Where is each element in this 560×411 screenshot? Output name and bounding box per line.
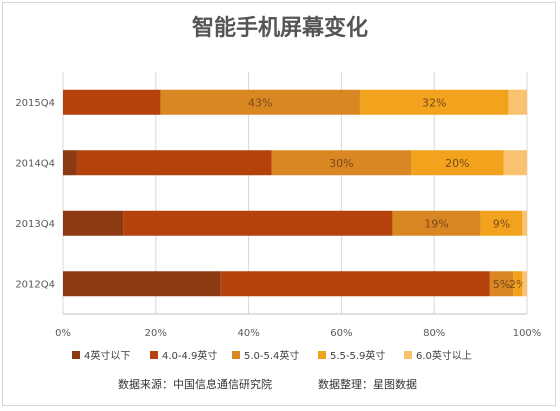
y-tick-label: 2015Q4 (15, 98, 55, 109)
bar-segment (489, 271, 514, 297)
x-tick-label: 20% (145, 328, 167, 339)
x-tick-label: 0% (55, 328, 71, 339)
bar-segment (392, 210, 481, 236)
data-label: 32% (422, 96, 446, 109)
x-tick-label: 40% (237, 328, 259, 339)
y-tick-label: 2012Q4 (15, 279, 55, 290)
data-source-note: 数据来源：中国信息通信研究院 (118, 378, 272, 391)
legend-swatch (404, 351, 412, 359)
bar-segment (63, 89, 161, 115)
data-label: 2% (509, 278, 526, 291)
bar-segment (220, 271, 490, 297)
bar-segment (63, 271, 221, 297)
bar-segment (160, 89, 360, 115)
data-label: 5% (493, 278, 510, 291)
bar-segment (359, 89, 509, 115)
y-tick-label: 2014Q4 (15, 158, 55, 169)
data-credit-note: 数据整理：星图数据 (318, 378, 417, 391)
bar-segment (513, 271, 523, 297)
x-tick-label: 100% (513, 328, 542, 339)
chart-title: 智能手机屏幕变化 (191, 16, 368, 41)
legend-label: 5.0-5.4英寸 (244, 349, 299, 362)
data-label: 43% (248, 96, 272, 109)
bar-segment (503, 150, 527, 176)
bar-segment (480, 210, 523, 236)
bar-segment (411, 150, 504, 176)
bar-segment (76, 150, 272, 176)
bar-segment (123, 210, 393, 236)
chart-frame (2, 2, 556, 406)
bar-segment (63, 210, 124, 236)
x-tick-label: 60% (330, 328, 352, 339)
data-label: 30% (329, 157, 353, 170)
legend-swatch (232, 351, 240, 359)
legend-swatch (318, 351, 326, 359)
bar-segment (522, 210, 527, 236)
bar-segment (522, 271, 527, 297)
y-tick-label: 2013Q4 (15, 219, 55, 230)
legend-label: 4英寸以下 (84, 349, 130, 362)
legend-label: 5.5-5.9英寸 (330, 349, 385, 362)
bar-segment (508, 89, 527, 115)
legend-label: 6.0英寸以上 (416, 349, 472, 362)
data-label: 9% (493, 217, 510, 230)
bar-segment (271, 150, 411, 176)
data-label: 20% (445, 157, 469, 170)
legend-swatch (72, 351, 80, 359)
x-tick-label: 80% (423, 328, 445, 339)
legend-label: 4.0-4.9英寸 (162, 349, 217, 362)
legend-swatch (150, 351, 158, 359)
bar-segment (63, 150, 77, 176)
data-label: 19% (424, 217, 448, 230)
